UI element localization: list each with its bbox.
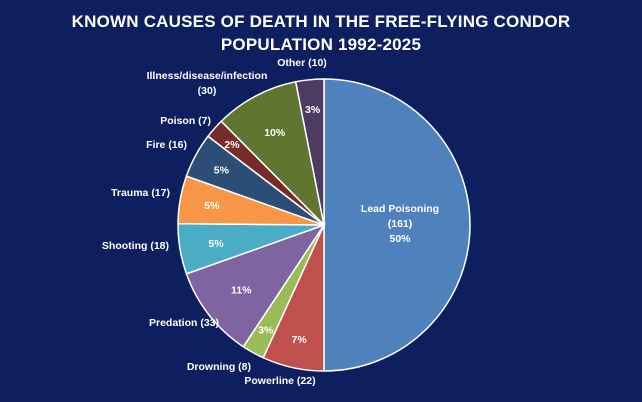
- slice-label-illness-disease-infection: Illness/disease/infection: [147, 70, 268, 82]
- slice-label-lead-poisoning: Lead Poisoning: [361, 203, 439, 215]
- slice-label-poison: Poison (7): [160, 115, 211, 127]
- slice-label-powerline: Powerline (22): [244, 375, 315, 387]
- slice-percent-other: 3%: [305, 104, 321, 116]
- slice-percent-lead-poisoning: 50%: [389, 233, 411, 245]
- slice-percent-shooting: 5%: [208, 238, 224, 250]
- slice-label-trauma: Trauma (17): [111, 187, 170, 199]
- slice-label-shooting: Shooting (18): [102, 240, 169, 252]
- slice-label-other: Other (10): [277, 57, 327, 69]
- slice-label-drowning: Drowning (8): [187, 361, 251, 373]
- slice-percent-fire: 5%: [214, 164, 230, 176]
- slice-percent-illness-disease-infection: 10%: [264, 127, 286, 139]
- chart-title-line-2: POPULATION 1992-2025: [220, 35, 422, 54]
- slice-percent-trauma: 5%: [204, 200, 220, 212]
- slice-percent-drowning: 3%: [258, 325, 274, 337]
- chart-title-line-1: KNOWN CAUSES OF DEATH IN THE FREE-FLYING…: [71, 12, 571, 31]
- slice-label-fire: Fire (16): [146, 139, 187, 151]
- chart-title: KNOWN CAUSES OF DEATH IN THE FREE-FLYING…: [0, 10, 642, 56]
- slice-percent-poison: 2%: [224, 139, 240, 151]
- slice-percent-predation: 11%: [231, 285, 252, 297]
- slice-label-predation: Predation (33): [149, 317, 219, 329]
- pie-slice-predation: [185, 223, 326, 348]
- slice-percent-powerline: 7%: [292, 334, 308, 346]
- pie-slice-lead-poisoning: [323, 78, 471, 372]
- pie-slice-other: [294, 78, 325, 226]
- pie-slice-illness-disease-infection: [220, 80, 326, 228]
- slice-label-illness-disease-infection: (30): [198, 85, 217, 97]
- slice-label-lead-poisoning: (161): [388, 218, 413, 230]
